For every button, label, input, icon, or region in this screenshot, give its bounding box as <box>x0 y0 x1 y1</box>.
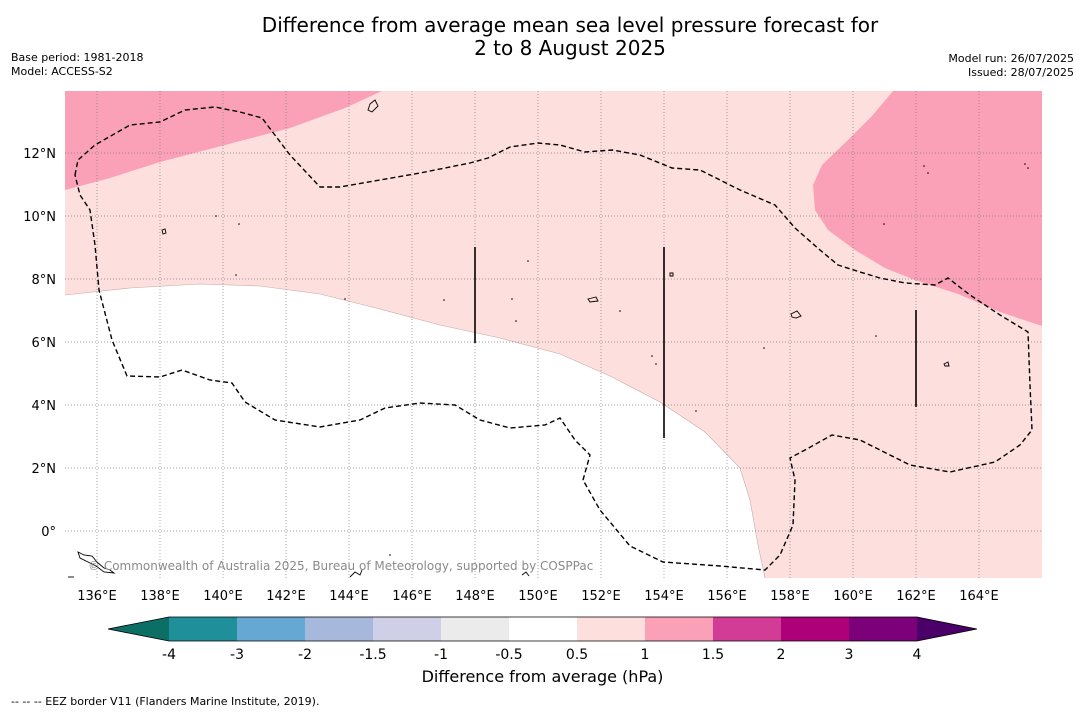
lon-label: 150°E <box>518 589 558 604</box>
title-line-1: Difference from average mean sea level p… <box>261 13 879 37</box>
lat-label: 8°N <box>32 273 57 288</box>
anomaly-1-to-1.5-region-east <box>813 91 1042 326</box>
lon-label: 160°E <box>833 589 873 604</box>
colorbar-tick: -0.5 <box>495 647 522 663</box>
colorbar-outline <box>107 616 978 642</box>
title-line-2: 2 to 8 August 2025 <box>474 36 666 60</box>
lat-label: 12°N <box>23 147 56 162</box>
colorbar-segment <box>169 617 237 641</box>
lon-label: 144°E <box>329 589 369 604</box>
island-dots <box>215 163 1029 556</box>
model-name: Model: ACCESS-S2 <box>11 65 113 78</box>
lon-label: 158°E <box>770 589 810 604</box>
anomaly-1-to-1.5-region-west <box>65 91 382 190</box>
model-info: Base period: 1981-2018 Model: ACCESS-S2 <box>11 51 143 79</box>
colorbar-segment <box>373 617 441 641</box>
lon-label: 148°E <box>455 589 495 604</box>
colorbar-segment <box>849 617 917 641</box>
colorbar-tick: -4 <box>162 647 176 663</box>
lat-label: 2°N <box>32 462 57 477</box>
model-run: Model run: 26/07/2025 <box>948 52 1074 65</box>
colorbar-tick: 0.5 <box>566 647 588 663</box>
map-title: Difference from average mean sea level p… <box>0 14 1085 60</box>
lon-label: 142°E <box>266 589 306 604</box>
colorbar-tick: 1.5 <box>702 647 724 663</box>
lon-label: 138°E <box>140 589 180 604</box>
latitude-labels: 12°N 10°N 8°N 6°N 4°N 2°N 0° <box>23 147 56 540</box>
credit-text: © Commonwealth of Australia 2025, Bureau… <box>88 559 593 573</box>
colorbar-under-arrow <box>108 617 169 641</box>
zero-contour <box>65 283 766 578</box>
lon-label: 156°E <box>707 589 747 604</box>
colorbar: -4 -3 -2 -1.5 -1 -0.5 0.5 1 1.5 2 3 4 <box>107 616 978 663</box>
lon-label: 136°E <box>77 589 117 604</box>
lon-label: 164°E <box>959 589 999 604</box>
colorbar-segment <box>509 617 577 641</box>
lon-label: 162°E <box>896 589 936 604</box>
colorbar-tick: 2 <box>777 647 786 663</box>
colorbar-segment <box>781 617 849 641</box>
islands <box>68 99 950 578</box>
lat-label: 6°N <box>32 336 57 351</box>
colorbar-segment <box>237 617 305 641</box>
colorbar-tick: 1 <box>641 647 650 663</box>
base-period: Base period: 1981-2018 <box>11 51 144 64</box>
lat-label: 10°N <box>23 210 56 225</box>
colorbar-over-arrow <box>917 617 977 641</box>
lat-label: 4°N <box>32 399 57 414</box>
lon-label: 154°E <box>644 589 684 604</box>
colorbar-tick: -1 <box>434 647 448 663</box>
lat-label: 0° <box>41 525 56 540</box>
eez-footnote: -- -- -- EEZ border V11 (Flanders Marine… <box>11 695 320 708</box>
lon-label: 146°E <box>392 589 432 604</box>
longitude-labels: 136°E 138°E 140°E 142°E 144°E 146°E 148°… <box>77 589 999 604</box>
colorbar-tick: -3 <box>230 647 244 663</box>
colorbar-tick: 4 <box>913 647 922 663</box>
colorbar-segment <box>645 617 713 641</box>
colorbar-tick: -2 <box>298 647 312 663</box>
colorbar-label: Difference from average (hPa) <box>421 667 664 686</box>
colorbar-segment <box>441 617 509 641</box>
colorbar-segment <box>713 617 781 641</box>
run-info: Model run: 26/07/2025 Issued: 28/07/2025 <box>948 52 1074 80</box>
lon-label: 140°E <box>203 589 243 604</box>
colorbar-segment <box>577 617 645 641</box>
colorbar-tick: 3 <box>845 647 854 663</box>
lon-label: 152°E <box>581 589 621 604</box>
map-area: © Commonwealth of Australia 2025, Bureau… <box>65 91 1042 578</box>
anomaly-near-zero-region <box>65 284 765 578</box>
colorbar-segment <box>305 617 373 641</box>
issued-date: Issued: 28/07/2025 <box>967 66 1074 79</box>
colorbar-tick: -1.5 <box>359 647 386 663</box>
